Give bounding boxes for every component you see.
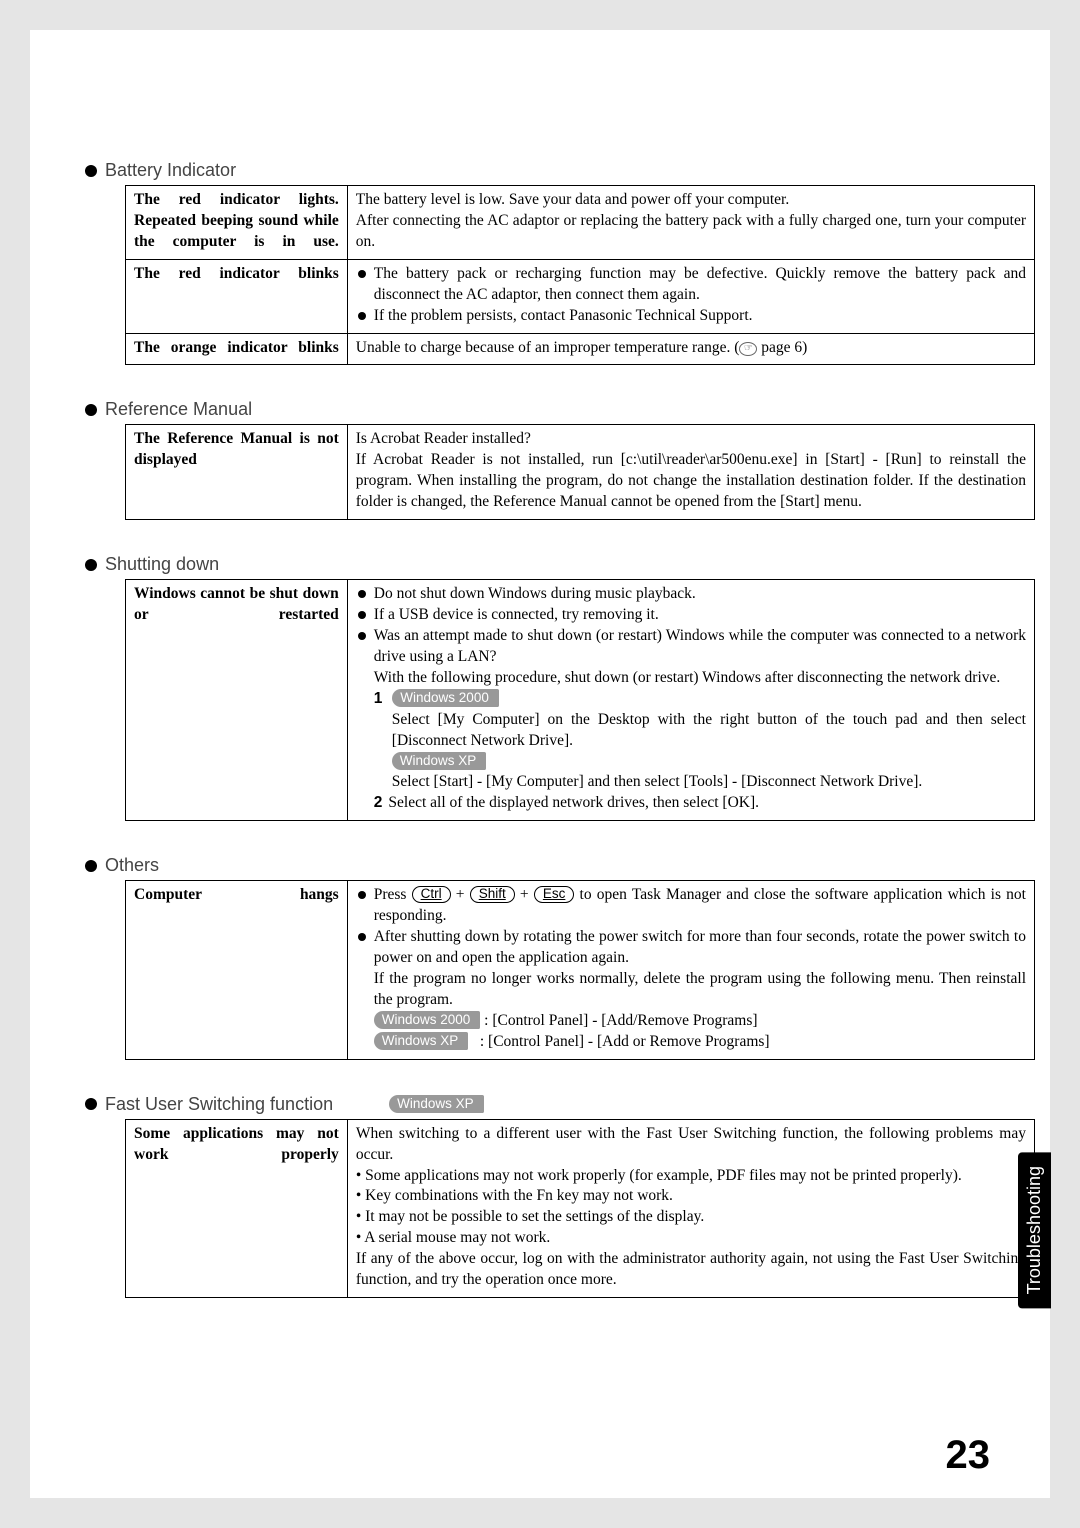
cell-left: The orange indicator blinks xyxy=(126,333,348,365)
list-item: After shutting down by rotating the powe… xyxy=(356,927,1026,969)
text: : [Control Panel] - [Add/Remove Programs… xyxy=(480,1012,757,1029)
table-refman: The Reference Manual is not displayed Is… xyxy=(125,424,1035,520)
cell-left: Some applications may not work properly xyxy=(126,1119,348,1297)
os-badge-w2k: Windows 2000 xyxy=(392,689,499,707)
bullet-icon xyxy=(85,559,97,571)
text: : [Control Panel] - [Add or Remove Progr… xyxy=(468,1033,769,1050)
text: Key combinations with the Fn key may not… xyxy=(365,1187,673,1204)
bullet-icon xyxy=(85,404,97,416)
cell-left: Computer hangs xyxy=(126,881,348,1059)
heading-text: Reference Manual xyxy=(105,399,252,420)
bullet-list: Press Ctrl + Shift + Esc to open Task Ma… xyxy=(356,885,1026,969)
text: Some applications may not work properly … xyxy=(365,1167,962,1184)
cell-right: Is Acrobat Reader installed? If Acrobat … xyxy=(347,425,1034,520)
table-shutdown: Windows cannot be shut down or restarted… xyxy=(125,579,1035,821)
step-number: 2 xyxy=(374,794,383,811)
section-others: Others Computer hangs Press Ctrl + Shift… xyxy=(85,855,995,1059)
os-badge-wxp: Windows XP xyxy=(374,1032,469,1050)
cell-left: The Reference Manual is not displayed xyxy=(126,425,348,520)
cell-right: Do not shut down Windows during music pl… xyxy=(347,580,1034,821)
cell-left: The red indicator blinks xyxy=(126,259,348,333)
bullet-icon xyxy=(85,165,97,177)
section-fus: Fast User Switching function Windows XP … xyxy=(85,1094,995,1298)
list-item: If a USB device is connected, try removi… xyxy=(356,605,1026,626)
bullet-icon xyxy=(85,860,97,872)
cell-right: The battery pack or recharging function … xyxy=(347,259,1034,333)
table-row: Windows cannot be shut down or restarted… xyxy=(126,580,1035,821)
text: The battery level is low. Save your data… xyxy=(356,191,1026,250)
text: Is Acrobat Reader installed? If Acrobat … xyxy=(356,430,1026,510)
text: • Some applications may not work properl… xyxy=(356,1166,1026,1187)
section-heading-shutdown: Shutting down xyxy=(85,554,995,575)
step-2: 2 Select all of the displayed network dri… xyxy=(356,793,1026,814)
text: A serial mouse may not work. xyxy=(364,1229,550,1246)
text: Select [My Computer] on the Desktop with… xyxy=(356,710,1026,752)
text: With the following procedure, shut down … xyxy=(356,668,1026,689)
table-row: The orange indicator blinks Unable to ch… xyxy=(126,333,1035,365)
list-item: If the problem persists, contact Panason… xyxy=(356,306,1026,327)
table-row: The Reference Manual is not displayed Is… xyxy=(126,425,1035,520)
list-item: Press Ctrl + Shift + Esc to open Task Ma… xyxy=(356,885,1026,927)
page-number: 23 xyxy=(946,1433,991,1478)
section-shutdown: Shutting down Windows cannot be shut dow… xyxy=(85,554,995,821)
key-shift: Shift xyxy=(470,886,515,903)
key-esc: Esc xyxy=(534,886,575,903)
cell-left: The red indicator lights. Repeated beepi… xyxy=(126,186,348,260)
heading-text: Battery Indicator xyxy=(105,160,236,181)
key-ctrl: Ctrl xyxy=(412,886,451,903)
section-heading-refman: Reference Manual xyxy=(85,399,995,420)
cell-right: Press Ctrl + Shift + Esc to open Task Ma… xyxy=(347,881,1034,1059)
table-row: Computer hangs Press Ctrl + Shift + Esc … xyxy=(126,881,1035,1059)
os-badge-wxp: Windows XP xyxy=(389,1095,484,1113)
table-row: The red indicator lights. Repeated beepi… xyxy=(126,186,1035,260)
cell-right: The battery level is low. Save your data… xyxy=(347,186,1034,260)
list-item: The battery pack or recharging function … xyxy=(356,264,1026,306)
os-line: Windows 2000 : [Control Panel] - [Add/Re… xyxy=(356,1011,1026,1032)
os-badge-w2k: Windows 2000 xyxy=(374,1011,481,1029)
section-heading-battery: Battery Indicator xyxy=(85,160,995,181)
section-heading-others: Others xyxy=(85,855,995,876)
list-item: Do not shut down Windows during music pl… xyxy=(356,584,1026,605)
text: Unable to charge because of an improper … xyxy=(356,339,740,356)
text: Press xyxy=(374,886,412,903)
heading-text: Fast User Switching function xyxy=(105,1094,333,1115)
text: Select all of the displayed network driv… xyxy=(388,794,759,811)
os-line: Windows XP : [Control Panel] - [Add or R… xyxy=(356,1032,1026,1053)
bullet-list: The battery pack or recharging function … xyxy=(356,264,1026,327)
list-item: Was an attempt made to shut down (or res… xyxy=(356,626,1026,668)
os-badge-wxp: Windows XP xyxy=(392,752,487,770)
text: • Key combinations with the Fn key may n… xyxy=(356,1186,1026,1207)
table-row: Some applications may not work properly … xyxy=(126,1119,1035,1297)
badge-line: Windows XP xyxy=(356,752,1026,773)
heading-text: Others xyxy=(105,855,159,876)
section-heading-fus: Fast User Switching function Windows XP xyxy=(85,1094,995,1115)
heading-text: Shutting down xyxy=(105,554,219,575)
cell-left: Windows cannot be shut down or restarted xyxy=(126,580,348,821)
text: If the program no longer works normally,… xyxy=(356,969,1026,1011)
table-others: Computer hangs Press Ctrl + Shift + Esc … xyxy=(125,880,1035,1059)
bullet-icon xyxy=(85,1098,97,1110)
text: Select [Start] - [My Computer] and then … xyxy=(356,772,1026,793)
text: • A serial mouse may not work. xyxy=(356,1228,1026,1249)
page: Battery Indicator The red indicator ligh… xyxy=(30,30,1050,1498)
text: If any of the above occur, log on with t… xyxy=(356,1249,1026,1291)
text: • It may not be possible to set the sett… xyxy=(356,1207,1026,1228)
text: When switching to a different user with … xyxy=(356,1124,1026,1166)
text: page 6) xyxy=(757,339,807,356)
cell-right: When switching to a different user with … xyxy=(347,1119,1034,1297)
table-battery: The red indicator lights. Repeated beepi… xyxy=(125,185,1035,365)
side-tab-troubleshooting: Troubleshooting xyxy=(1018,1152,1051,1308)
cell-right: Unable to charge because of an improper … xyxy=(347,333,1034,365)
table-fus: Some applications may not work properly … xyxy=(125,1119,1035,1298)
section-battery: Battery Indicator The red indicator ligh… xyxy=(85,160,995,365)
step-1: 1 Windows 2000 xyxy=(356,689,1026,710)
bullet-list: Do not shut down Windows during music pl… xyxy=(356,584,1026,668)
text: It may not be possible to set the settin… xyxy=(365,1208,704,1225)
table-row: The red indicator blinks The battery pac… xyxy=(126,259,1035,333)
step-number: 1 xyxy=(374,690,383,707)
pointer-icon: ☞ xyxy=(739,342,757,356)
section-refman: Reference Manual The Reference Manual is… xyxy=(85,399,995,520)
